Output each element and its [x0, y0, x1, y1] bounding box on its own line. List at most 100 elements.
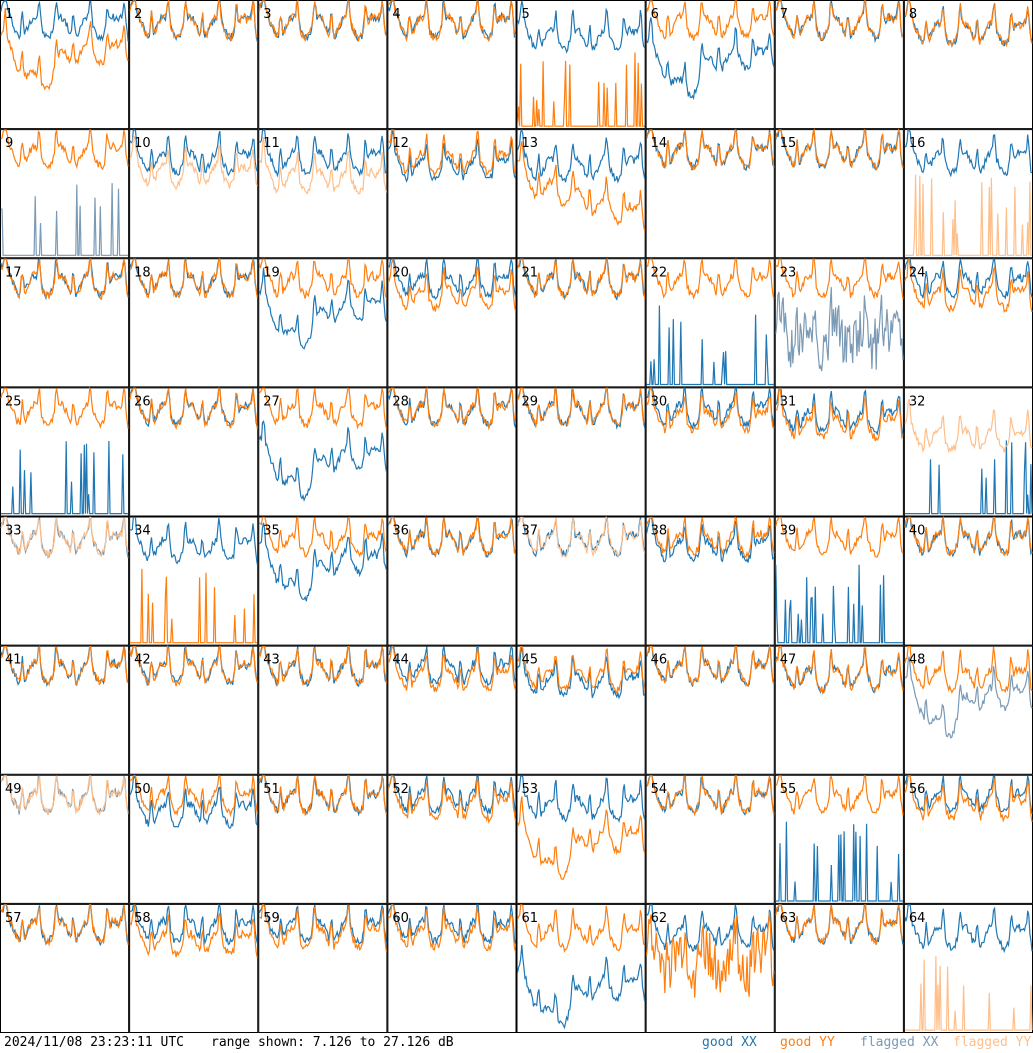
series-xx-22: [646, 305, 774, 386]
series-yy-43: [258, 646, 387, 687]
panel-20: 20: [387, 258, 517, 388]
panel-label: 53: [522, 782, 539, 797]
panel-41: 41: [0, 644, 130, 775]
panel-label: 13: [522, 136, 539, 151]
panel-label: 5: [522, 7, 530, 22]
panel-border: [258, 516, 388, 646]
panel-label: 54: [651, 782, 668, 797]
panel-label: 43: [263, 653, 280, 668]
series-yy-52: [387, 775, 517, 825]
series-yy-8: [904, 0, 1033, 48]
range-text: range shown: 7.126 to 27.126 dB: [211, 1035, 454, 1050]
panel-48: 48: [903, 645, 1033, 775]
series-xx-31: [775, 387, 904, 436]
series-yy-4: [387, 0, 517, 43]
panel-label: 56: [909, 782, 926, 797]
panel-border: [129, 0, 259, 130]
panel-label: 35: [263, 524, 280, 539]
panel-border: [387, 645, 517, 775]
panel-21: 21: [516, 258, 646, 388]
series-yy-37: [516, 515, 646, 559]
series-xx-24: [904, 258, 1033, 300]
panel-border: [387, 516, 517, 646]
panel-40: 40: [903, 515, 1033, 646]
series-yy-25: [0, 386, 129, 430]
series-yy-29: [516, 387, 646, 428]
series-yy-48: [904, 646, 1033, 694]
panel-border: [774, 387, 904, 517]
series-yy-13: [517, 141, 646, 232]
series-yy-5: [516, 52, 645, 127]
panel-58: 58: [129, 903, 259, 1033]
panel-label: 59: [263, 911, 280, 926]
series-yy-41: [0, 646, 129, 687]
panel-57: 57: [0, 903, 130, 1033]
series-yy-39: [775, 516, 904, 558]
panel-29: 29: [516, 387, 646, 517]
panel-6: 6: [645, 0, 775, 130]
panel-13: 13: [516, 128, 646, 259]
panel-border: [774, 645, 904, 775]
series-xx-62: [646, 904, 775, 952]
series-yy-24: [904, 258, 1033, 314]
panel-border: [0, 258, 130, 388]
panel-label: 37: [522, 524, 539, 539]
panel-border: [774, 774, 904, 904]
panel-label: 46: [651, 653, 668, 668]
series-yy-26: [129, 387, 258, 431]
series-yy-63: [775, 904, 904, 945]
panel-border: [516, 645, 646, 775]
panel-border: [774, 129, 904, 259]
panel-label: 25: [5, 394, 22, 409]
panel-label: 40: [909, 524, 926, 539]
series-xx-39: [775, 564, 903, 644]
series-yy-60: [387, 904, 517, 953]
series-yy-44: [387, 645, 517, 692]
series-xx-11: [259, 129, 387, 178]
panel-border: [0, 903, 130, 1033]
panel-25: 25: [0, 386, 130, 517]
panel-42: 42: [129, 644, 259, 775]
panel-22: 22: [645, 258, 775, 388]
panel-border: [258, 774, 388, 904]
series-xx-20: [387, 258, 517, 300]
panel-label: 18: [134, 265, 151, 280]
timestamp: 2024/11/08 23:23:11 UTC: [4, 1035, 185, 1050]
panel-label: 45: [522, 653, 539, 668]
panel-border: [645, 516, 775, 646]
panel-label: 24: [909, 265, 926, 280]
panel-border: [516, 387, 646, 517]
series-xx-64: [904, 904, 1033, 954]
panel-border: [387, 129, 517, 259]
footer: 2024/11/08 23:23:11 UTC range shown: 7.1…: [0, 1033, 1033, 1053]
panel-5: 5: [516, 0, 646, 130]
series-yy-59: [259, 904, 387, 952]
series-yy-45: [517, 646, 646, 695]
series-yy-35: [258, 516, 387, 558]
panel-1: 1: [0, 0, 130, 130]
series-yy-15: [775, 128, 904, 172]
panel-label: 64: [909, 911, 926, 926]
panel-50: 50: [129, 773, 259, 904]
panel-border: [387, 903, 517, 1033]
panel-label: 39: [780, 524, 797, 539]
panel-26: 26: [129, 387, 259, 517]
panel-label: 7: [780, 7, 788, 22]
panel-label: 36: [392, 524, 409, 539]
panel-border: [129, 258, 259, 388]
panel-border: [516, 0, 646, 130]
panel-border: [387, 387, 517, 517]
series-yy-31: [775, 387, 904, 442]
panel-label: 38: [651, 524, 668, 539]
panel-10: 10: [129, 129, 259, 259]
panel-label: 19: [263, 265, 280, 280]
series-xx-19: [258, 267, 387, 350]
panel-label: 61: [522, 911, 539, 926]
panel-label: 6: [651, 7, 659, 22]
panel-9: 9: [0, 129, 130, 259]
series-yy-16: [904, 174, 1032, 256]
panel-label: 47: [780, 653, 797, 668]
panel-label: 4: [392, 7, 400, 22]
panel-18: 18: [129, 257, 259, 388]
panel-label: 2: [134, 7, 142, 22]
